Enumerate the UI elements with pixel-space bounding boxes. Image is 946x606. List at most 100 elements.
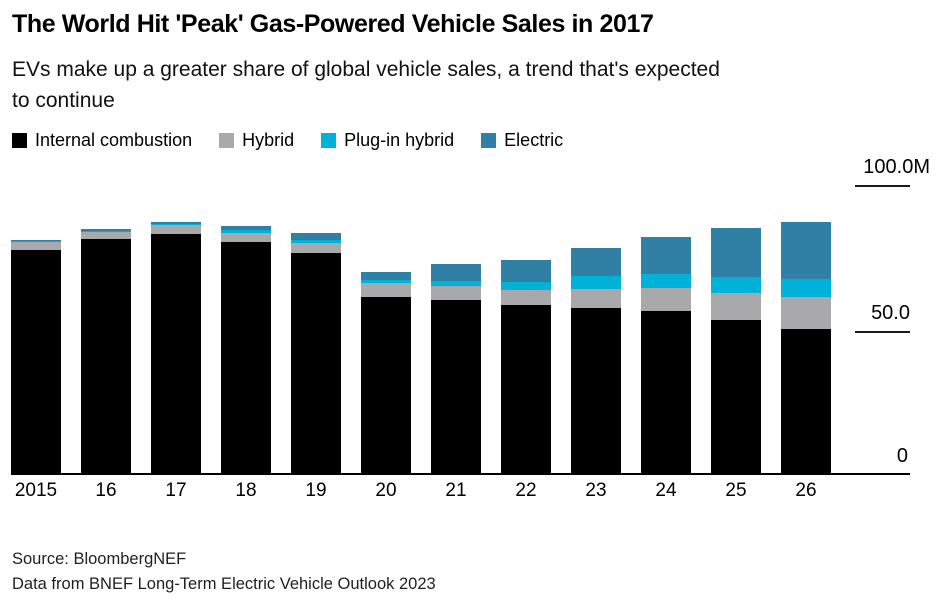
segment-hybrid-18 [221, 232, 271, 242]
segment-electric-25 [711, 228, 761, 277]
segment-plug-in-hybrid-24 [641, 274, 691, 288]
segment-internal-combustion-19 [291, 253, 341, 474]
segment-electric-22 [501, 260, 551, 282]
segment-hybrid-24 [641, 287, 691, 311]
legend-swatch-electric [481, 133, 497, 148]
legend-label-plug-in-hybrid: Plug-in hybrid [344, 130, 455, 150]
bar-22 [501, 260, 551, 474]
segment-hybrid-16 [81, 232, 131, 240]
segment-internal-combustion-18 [221, 241, 271, 474]
bar-25 [711, 228, 761, 474]
chart-footer: Source: BloombergNEF Data from BNEF Long… [12, 547, 436, 597]
segment-internal-combustion-20 [361, 297, 411, 474]
legend-swatch-hybrid [219, 133, 235, 148]
segment-internal-combustion-16 [81, 239, 131, 474]
x-tick-label-17: 17 [165, 480, 187, 501]
segment-internal-combustion-26 [781, 329, 831, 474]
segment-hybrid-23 [571, 288, 621, 308]
segment-electric-26 [781, 222, 831, 280]
segment-electric-18 [221, 226, 271, 231]
x-tick-label-16: 16 [95, 480, 117, 501]
segment-plug-in-hybrid-22 [501, 281, 551, 290]
x-tick-label-18: 18 [235, 480, 257, 501]
segment-internal-combustion-17 [151, 234, 201, 474]
y-axis-label-0: 0 [896, 445, 908, 467]
segment-hybrid-25 [711, 293, 761, 320]
segment-plug-in-hybrid-21 [431, 280, 481, 286]
bar-20 [361, 271, 411, 474]
x-tick-label-22: 22 [515, 480, 537, 501]
segment-electric-20 [361, 271, 411, 280]
bar-18 [221, 226, 271, 474]
plot-area [11, 184, 831, 474]
segment-plug-in-hybrid-17 [151, 223, 201, 226]
x-tick-label-20: 20 [375, 480, 397, 501]
segment-internal-combustion-24 [641, 311, 691, 474]
y-tick-50 [855, 331, 910, 333]
segment-hybrid-22 [501, 289, 551, 305]
bar-19 [291, 232, 341, 474]
x-tick-label-19: 19 [305, 480, 327, 501]
legend-item-electric: Electric [481, 130, 563, 151]
segment-internal-combustion-21 [431, 299, 481, 474]
segment-electric-19 [291, 232, 341, 241]
segment-plug-in-hybrid-26 [781, 279, 831, 298]
y-axis-label-100m: 100.0M [863, 156, 930, 178]
x-tick-label-2015: 2015 [14, 480, 58, 501]
x-tick-label-25: 25 [725, 480, 747, 501]
segment-plug-in-hybrid-19 [291, 240, 341, 243]
y-tick-100 [855, 185, 910, 187]
segment-internal-combustion-25 [711, 319, 761, 474]
x-axis-labels: 2015 16 17 18 19 20 21 22 23 24 25 26 [11, 480, 831, 502]
chart-subtitle-line2: to continue [12, 89, 115, 112]
segment-plug-in-hybrid-18 [221, 230, 271, 233]
legend: Internal combustion Hybrid Plug-in hybrid E… [12, 130, 563, 151]
segment-plug-in-hybrid-23 [571, 276, 621, 289]
segment-electric-2015 [11, 239, 61, 242]
bar-21 [431, 264, 481, 474]
bar-23 [571, 247, 621, 474]
segment-plug-in-hybrid-2015 [11, 241, 61, 243]
x-tick-label-24: 24 [655, 480, 677, 501]
x-axis-baseline [11, 473, 910, 475]
bar-26 [781, 222, 831, 474]
data-note-line: Data from BNEF Long-Term Electric Vehicl… [12, 575, 436, 593]
segment-electric-21 [431, 264, 481, 281]
source-line: Source: BloombergNEF [12, 550, 187, 568]
legend-swatch-plug-in-hybrid [321, 133, 337, 148]
bar-17 [151, 222, 201, 474]
x-tick-label-21: 21 [445, 480, 467, 501]
x-tick-label-26: 26 [795, 480, 817, 501]
segment-hybrid-19 [291, 242, 341, 254]
segment-hybrid-2015 [11, 242, 61, 251]
chart-title: The World Hit 'Peak' Gas-Powered Vehicle… [12, 10, 654, 38]
legend-item-plug-in-hybrid: Plug-in hybrid [321, 130, 454, 151]
segment-hybrid-17 [151, 225, 201, 235]
bar-16 [81, 229, 131, 474]
segment-plug-in-hybrid-20 [361, 279, 411, 283]
segment-hybrid-26 [781, 297, 831, 330]
legend-item-internal-combustion: Internal combustion [12, 130, 192, 151]
legend-label-electric: Electric [504, 130, 564, 150]
bar-24 [641, 236, 691, 474]
chart-subtitle: EVs make up a greater share of global ve… [12, 54, 932, 116]
legend-label-hybrid: Hybrid [242, 130, 295, 150]
y-axis-label-50: 50.0 [871, 302, 910, 324]
segment-internal-combustion-23 [571, 307, 621, 474]
segment-hybrid-20 [361, 282, 411, 298]
x-tick-label-23: 23 [585, 480, 607, 501]
segment-plug-in-hybrid-25 [711, 276, 761, 294]
segment-electric-17 [151, 222, 201, 224]
segment-plug-in-hybrid-16 [81, 230, 131, 233]
segment-electric-24 [641, 236, 691, 275]
legend-item-hybrid: Hybrid [219, 130, 294, 151]
segment-internal-combustion-2015 [11, 250, 61, 474]
bar-2015 [11, 239, 61, 474]
segment-electric-23 [571, 247, 621, 277]
legend-label-internal-combustion: Internal combustion [35, 130, 193, 150]
chart-subtitle-line1: EVs make up a greater share of global ve… [12, 58, 720, 81]
segment-hybrid-21 [431, 285, 481, 300]
legend-swatch-internal-combustion [12, 133, 27, 148]
segment-electric-16 [81, 229, 131, 231]
